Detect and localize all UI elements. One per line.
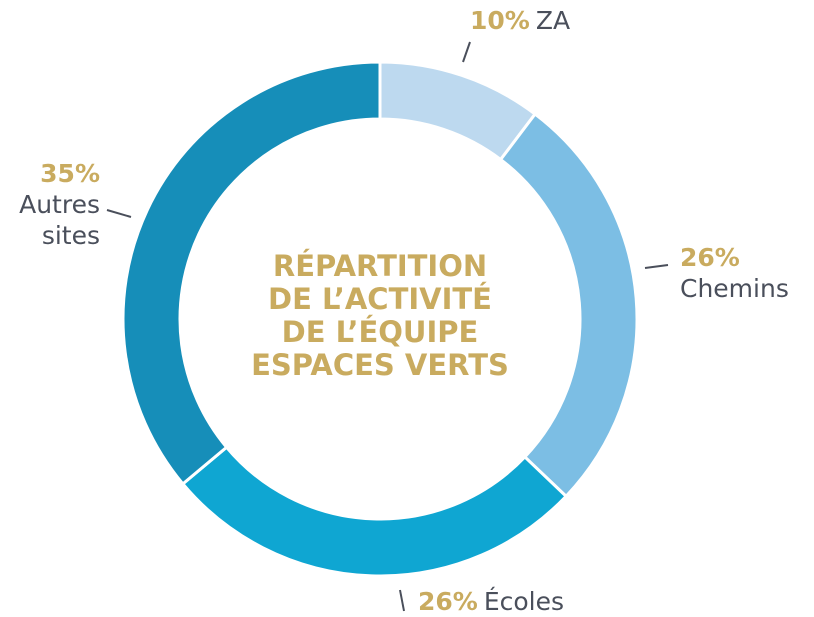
slice-label: 35% Autres sites: [0, 158, 100, 251]
title-line: DE L’ÉQUIPE: [281, 315, 479, 349]
leader-line: [644, 264, 669, 269]
donut-slice: [121, 60, 382, 486]
leader-lines: [106, 41, 669, 612]
value-label: 10%: [470, 6, 530, 35]
title-line: RÉPARTITION: [272, 249, 488, 283]
title-line: DE L’ACTIVITÉ: [268, 282, 492, 316]
donut-slice: [180, 445, 569, 578]
value-label: 26%: [680, 243, 740, 272]
slice-label: 26% Écoles: [418, 586, 564, 617]
chart-title: RÉPARTITION DE L’ACTIVITÉ DE L’ÉQUIPE ESPAC…: [230, 250, 530, 382]
category-label: Écoles: [483, 587, 565, 616]
category-label: ZA: [535, 6, 571, 35]
title-line: ESPACES VERTS: [251, 348, 509, 382]
slice-label: 10% ZA: [470, 5, 570, 36]
slice-label: 26% Chemins: [680, 242, 789, 304]
leader-line: [106, 209, 132, 218]
category-label: Autres sites: [19, 190, 100, 250]
leader-line: [399, 589, 405, 612]
value-label: 35%: [40, 159, 100, 188]
leader-line: [462, 41, 471, 63]
category-label: Chemins: [680, 274, 789, 303]
value-label: 26%: [418, 587, 478, 616]
